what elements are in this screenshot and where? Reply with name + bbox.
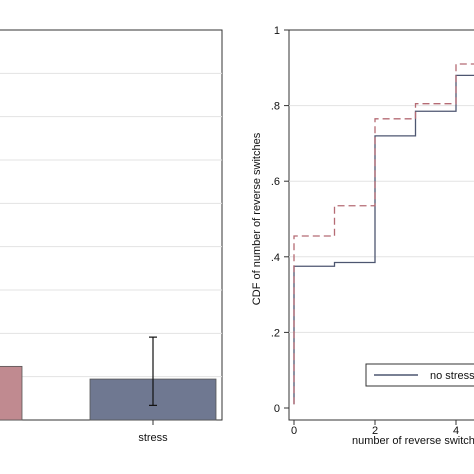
cdf-y-tick-label: 1 [274, 25, 280, 37]
cdf-x-tick-label: 0 [291, 425, 297, 437]
cdf-y-tick-label: .8 [271, 101, 280, 113]
cdf-y-tick-label: 0 [274, 403, 280, 415]
cdf-x-tick-label: 4 [453, 425, 459, 437]
cdf-series [293, 63, 474, 405]
bar-unlabeled [0, 365, 23, 421]
bar-error-bars [149, 336, 157, 406]
legend-box [365, 363, 474, 387]
cdf-x-tick-label: 2 [372, 425, 378, 437]
bar-x-ticks: stress [138, 420, 168, 444]
bar-x-tick-label: stress [138, 432, 168, 444]
cdf-x-axis-label: number of reverse switches [352, 435, 474, 447]
cdf-legend: no stress [365, 363, 474, 387]
cdf-y-axis-label: CDF of number of reverse switches [251, 132, 263, 305]
cdf-x-ticks: 0 2 4 [291, 420, 459, 437]
cdf-y-tick-label: .2 [271, 327, 280, 339]
bar-chart-panel: stress [0, 29, 223, 444]
cdf-plot-frame [288, 29, 474, 421]
cdf-y-tick-label: .4 [271, 252, 280, 264]
bar-gridlines [0, 72, 222, 378]
cdf-line-series-1 [293, 63, 474, 405]
cdf-y-ticks: 0 .2 .4 .6 .8 1 [271, 25, 289, 415]
cdf-chart-panel: 0 .2 .4 .6 .8 1 0 2 4 CDF of number of reverse … [251, 25, 474, 447]
cdf-y-tick-label: .6 [271, 176, 280, 188]
legend-label-no-stress: no stress [430, 370, 474, 382]
